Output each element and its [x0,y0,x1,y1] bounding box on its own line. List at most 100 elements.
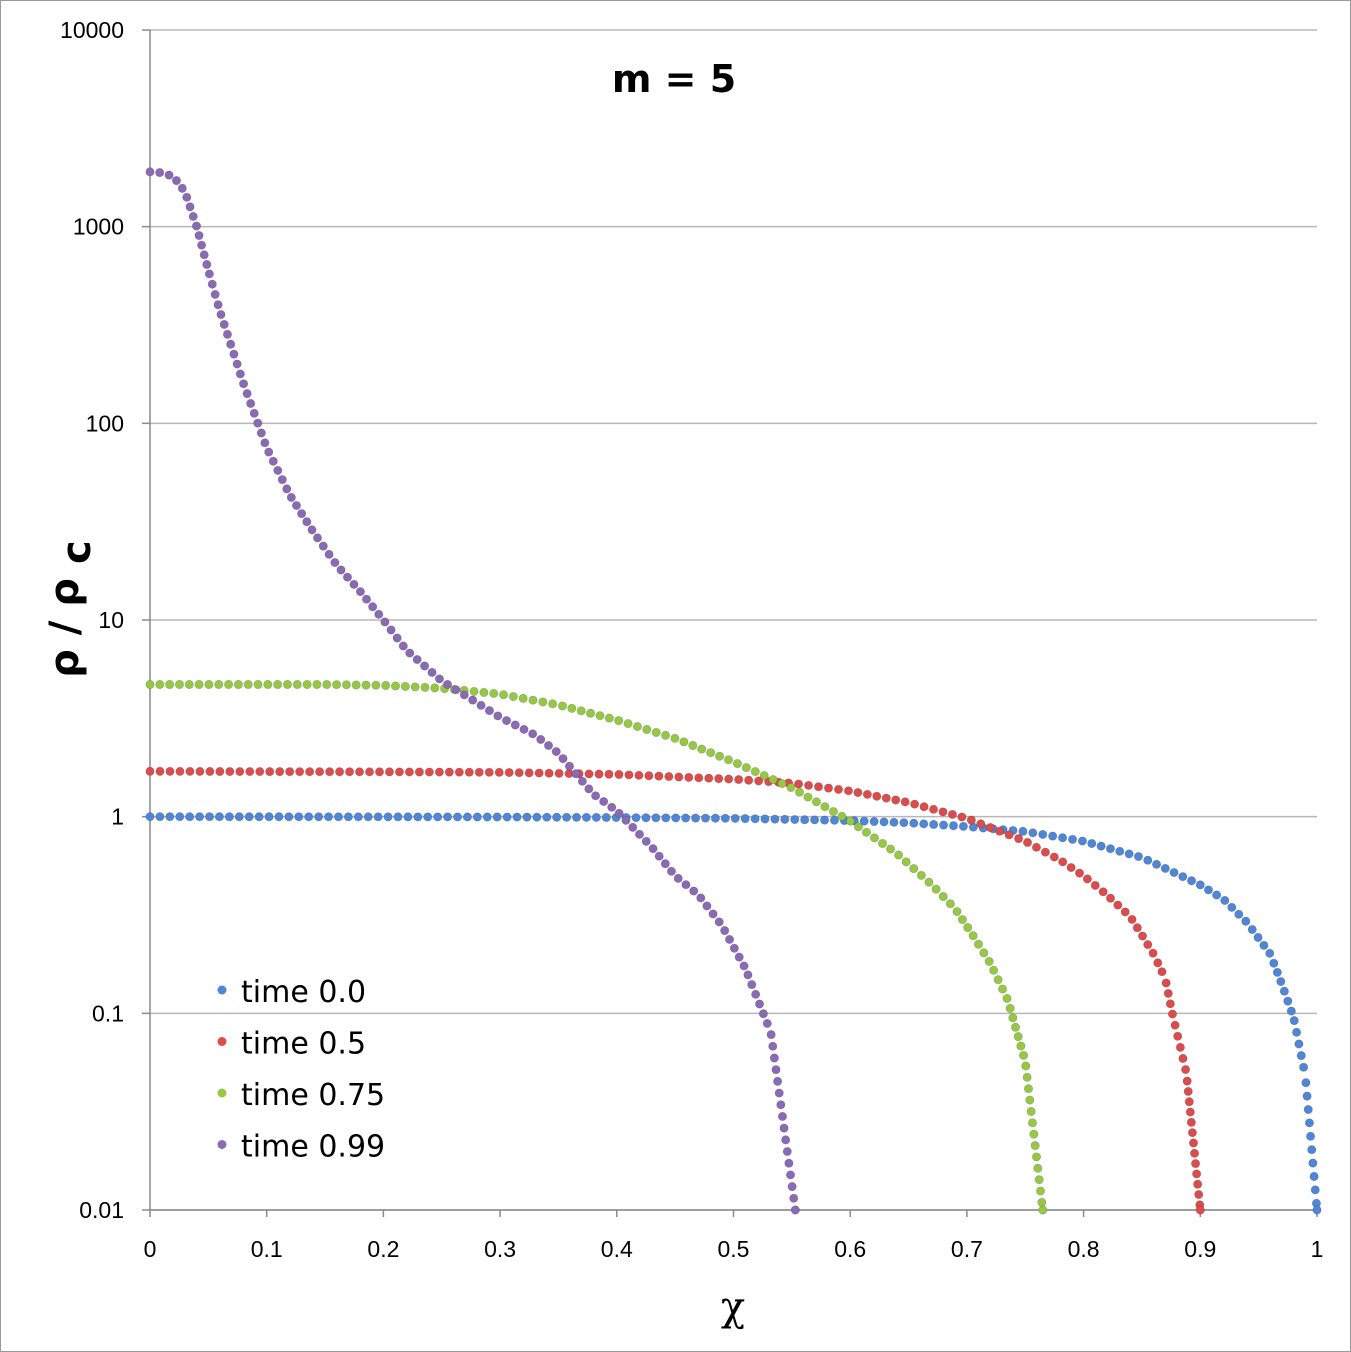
data-point [165,812,175,822]
data-point [739,961,749,971]
data-point [1105,893,1116,903]
data-point [1005,1003,1015,1014]
data-point [1160,863,1170,874]
data-point [205,766,215,777]
data-point [275,767,285,777]
data-point [803,780,814,791]
data-point [468,695,478,705]
legend-marker [217,985,227,995]
data-point [1296,1051,1306,1061]
data-point [194,812,205,822]
data-point [777,778,787,789]
data-point [995,826,1005,836]
data-point [1182,1076,1192,1086]
data-point [594,769,604,779]
data-point [793,779,804,789]
data-point [771,1065,781,1075]
data-point [245,766,255,777]
data-point [363,812,373,822]
data-point [454,767,464,777]
data-point [398,641,408,651]
data-point [273,465,283,476]
data-point [820,802,830,812]
data-point [1203,885,1214,895]
data-point [554,768,564,778]
data-point [1195,1205,1205,1215]
data-point [333,812,344,822]
data-point [1269,958,1279,968]
data-point [238,379,249,389]
data-point [777,1111,788,1122]
data-point [444,767,454,777]
data-point [984,956,994,967]
data-point [985,822,995,833]
data-point [584,784,594,794]
data-point [1276,976,1286,987]
data-point [776,1100,786,1110]
data-point [489,688,499,699]
data-point [819,815,830,825]
data-point [794,787,805,797]
data-point [651,813,661,823]
data-point [734,952,744,962]
data-point [700,813,711,823]
data-point [957,914,968,925]
data-point [253,418,263,428]
data-point [548,699,558,709]
data-point [899,818,909,828]
data-point [599,796,609,807]
data-point [751,989,761,999]
data-point [213,300,223,310]
x-tick-label: 0.4 [601,1236,633,1262]
data-point [234,812,244,822]
x-tick-label: 0.2 [367,1236,399,1262]
data-point [330,557,340,568]
data-point [364,767,375,777]
data-point [1298,1062,1309,1072]
data-point [494,767,504,777]
data-point [958,821,968,831]
y-axis-label: ρ / ρ c [42,540,100,678]
data-point [557,701,568,711]
data-point [508,691,518,702]
data-point [514,768,524,778]
data-point [1165,999,1175,1009]
data-point [1178,1053,1188,1064]
data-point [302,679,312,690]
data-point [853,822,864,832]
data-point [648,844,658,854]
data-point [420,682,430,692]
data-point [681,880,691,890]
data-point [1037,1197,1047,1208]
data-point [760,814,770,824]
data-point [184,679,194,690]
data-point [215,766,225,777]
legend-item: time 0.0 [217,975,366,1010]
data-point [782,1146,792,1157]
data-point [493,711,503,721]
data-point [532,812,542,822]
data-point [779,1123,789,1133]
data-point [254,812,264,822]
data-point [191,221,202,231]
data-point [785,1170,796,1180]
data-point [386,625,396,635]
data-point [260,438,270,448]
data-point [256,428,266,438]
data-point [482,812,492,822]
data-point [734,774,744,785]
data-point [195,766,205,777]
data-point [1016,1041,1026,1051]
data-point [740,814,750,824]
data-point [591,812,601,823]
data-point [909,818,919,828]
data-point [585,708,596,718]
data-point [285,767,295,777]
x-tick-label: 0.9 [1184,1236,1216,1262]
data-point [1180,1064,1191,1075]
data-point [155,167,165,178]
y-tick-label: 0.01 [79,1197,124,1223]
data-point [354,767,365,777]
data-point [837,811,847,821]
legend-item: time 0.5 [217,1027,366,1062]
